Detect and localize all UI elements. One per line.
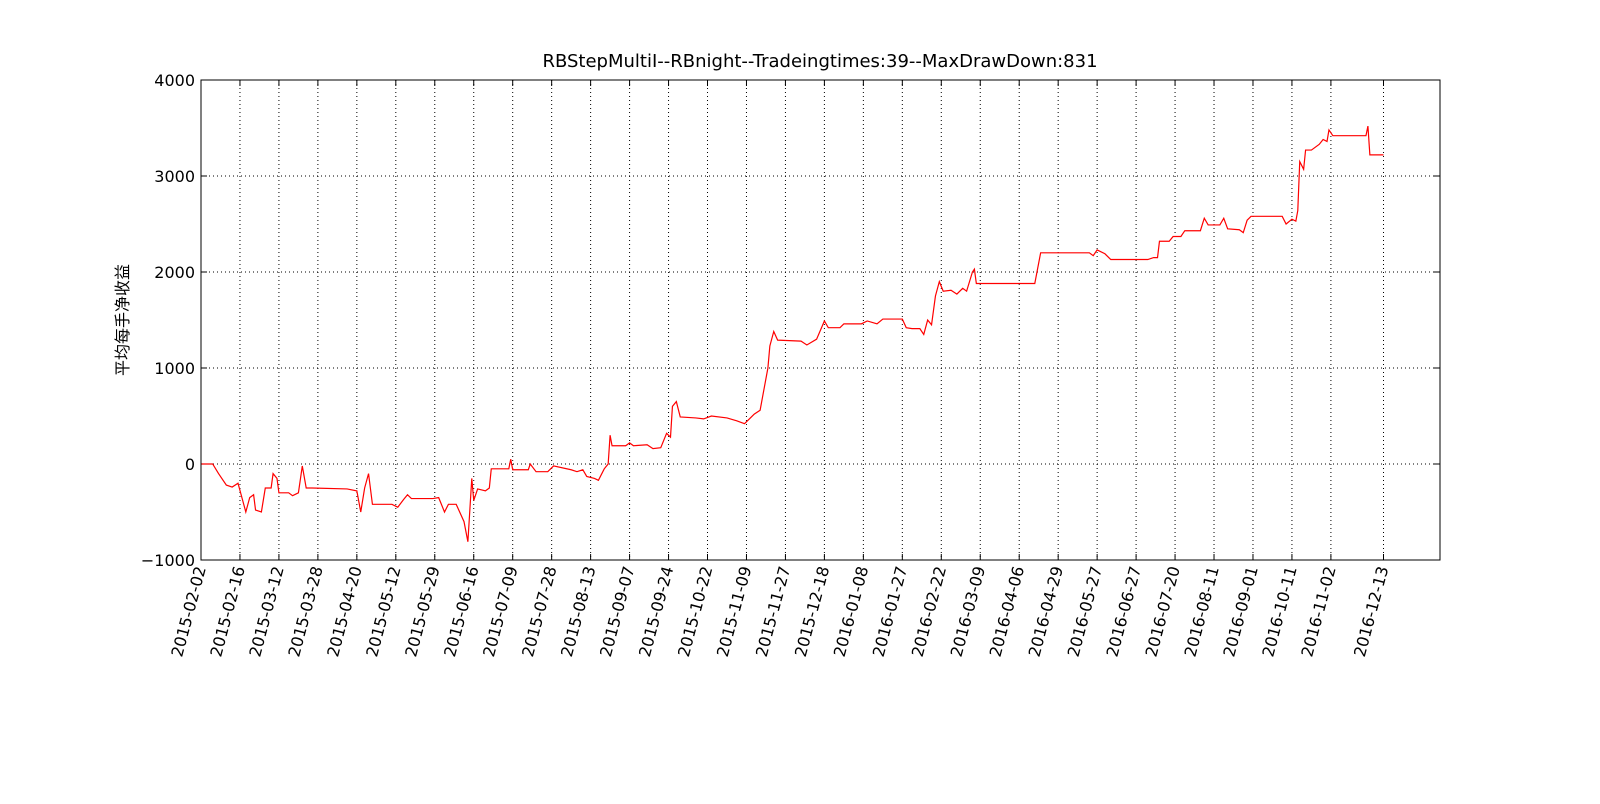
y-tick-label: 1000 <box>154 359 195 378</box>
y-axis-label: 平均每手净收益 <box>113 264 132 376</box>
chart-title: RBStepMultiI--RBnight--Tradeingtimes:39-… <box>542 51 1097 72</box>
y-tick-label: 0 <box>185 455 195 474</box>
y-tick-label: 4000 <box>154 71 195 90</box>
y-tick-label: −1000 <box>141 551 195 570</box>
y-tick-label: 2000 <box>154 263 195 282</box>
data-line <box>201 125 1384 542</box>
y-tick-label: 3000 <box>154 167 195 186</box>
plot-frame <box>200 79 1441 561</box>
